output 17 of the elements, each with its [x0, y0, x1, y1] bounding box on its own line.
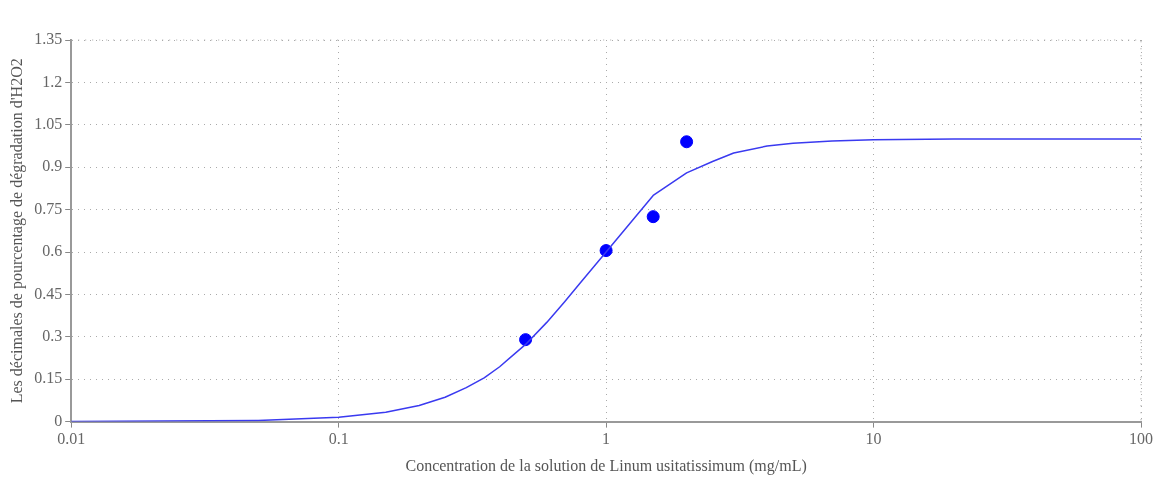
y-tick-label: 1.35: [34, 30, 63, 48]
y-tick-label: 0.6: [42, 242, 63, 260]
y-tick-label: 0.3: [42, 327, 63, 344]
x-tick-label: 0.01: [57, 430, 86, 448]
x-axis-title: Concentration de la solution de Linum usitatissimum (mg/mL): [405, 456, 807, 475]
y-tick-label: 1.05: [34, 115, 63, 132]
x-tick-label: 0.1: [328, 430, 349, 448]
y-tick-label: 0.45: [34, 284, 63, 302]
x-tick-label: 1: [602, 430, 611, 448]
y-tick-label: 0.75: [34, 199, 63, 217]
y-tick-label: 0.15: [34, 369, 63, 387]
y-tick-label: 0.9: [42, 157, 63, 175]
x-tick-label: 10: [865, 430, 882, 448]
y-tick-label: 0: [54, 411, 63, 429]
y-tick-label: 1.2: [42, 72, 63, 90]
x-tick-label: 100: [1129, 430, 1153, 448]
y-axis-title: Les décimales de pourcentage de dégradation d'H2O2: [7, 58, 26, 404]
